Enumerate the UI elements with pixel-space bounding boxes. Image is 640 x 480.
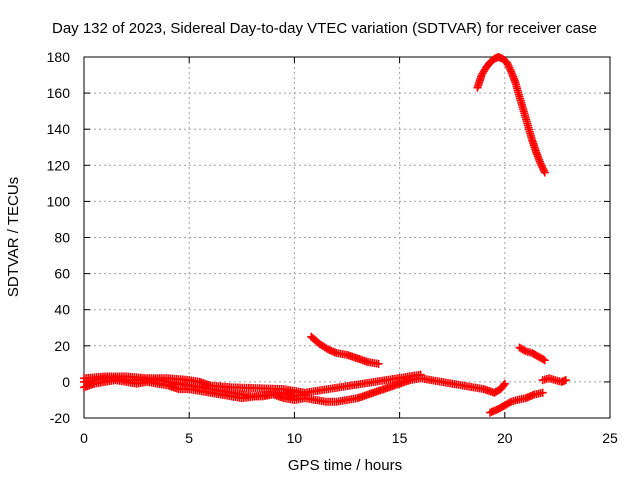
data-point <box>500 379 509 388</box>
data-point <box>374 359 383 368</box>
x-tick-label: 10 <box>287 430 303 446</box>
x-tick-label: 20 <box>497 430 513 446</box>
gridlines <box>84 57 610 418</box>
y-tick-label: -20 <box>50 410 70 426</box>
series-arc-upper-spread <box>80 370 425 397</box>
data-point <box>539 166 548 175</box>
series-arc-right-upper <box>515 343 549 365</box>
data-point <box>416 370 425 379</box>
y-tick-label: 40 <box>54 302 70 318</box>
x-tick-label: 5 <box>185 430 193 446</box>
data-point <box>503 60 512 69</box>
y-tick-label: 120 <box>47 157 71 173</box>
series-arc-mid <box>307 332 383 368</box>
series-arc-right-lower <box>486 388 547 417</box>
series-arc-end <box>538 374 570 386</box>
y-tick-label: 60 <box>54 266 70 282</box>
data-point <box>538 163 547 172</box>
data-point <box>536 159 545 168</box>
chart-title: Day 132 of 2023, Sidereal Day-to-day VTE… <box>52 20 597 37</box>
data-point <box>499 381 508 390</box>
data-point <box>520 346 529 355</box>
data-points <box>80 53 570 417</box>
data-point <box>540 356 549 365</box>
x-axis-label: GPS time / hours <box>288 457 402 474</box>
data-point <box>505 63 514 72</box>
data-point <box>539 355 548 364</box>
y-tick-label: 80 <box>54 230 70 246</box>
y-tick-label: 20 <box>54 338 70 354</box>
x-tick-label: 25 <box>602 430 618 446</box>
y-tick-label: 160 <box>47 85 71 101</box>
data-point <box>540 168 549 177</box>
data-point <box>505 398 514 407</box>
y-tick-label: 140 <box>47 121 71 137</box>
data-point <box>561 376 570 385</box>
data-point <box>539 164 548 173</box>
data-point <box>537 161 546 170</box>
data-point <box>504 62 513 71</box>
data-point <box>506 65 515 74</box>
x-tick-label: 0 <box>80 430 88 446</box>
data-point <box>538 388 547 397</box>
axis-ticks: 0 5 10 15 20 25 -20 0 20 40 60 80 100 120 140 160 180 <box>47 49 618 446</box>
data-point <box>502 58 511 67</box>
series-arc-peak <box>473 53 549 177</box>
y-tick-label: 100 <box>47 193 71 209</box>
x-tick-label: 15 <box>392 430 408 446</box>
y-tick-label: 180 <box>47 49 71 65</box>
y-axis-label: SDTVAR / TECUs <box>5 177 22 297</box>
y-tick-label: 0 <box>62 374 70 390</box>
